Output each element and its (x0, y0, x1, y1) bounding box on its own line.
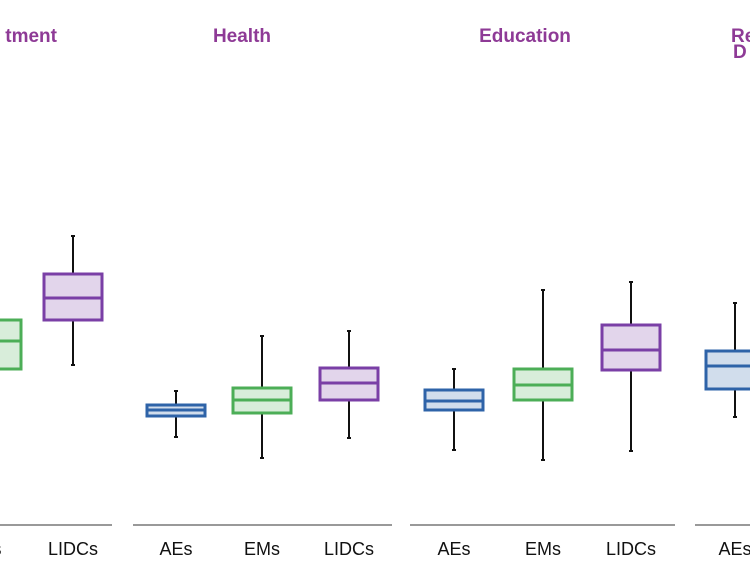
category-label: AEs (159, 539, 192, 559)
panel-title: tment (5, 26, 57, 47)
category-label: EMs (525, 539, 561, 559)
panel-title: Health (213, 26, 271, 47)
box (600, 323, 662, 372)
category-label: LIDCs (48, 539, 98, 559)
category-label: AEs (718, 539, 750, 559)
category-label: LIDCs (606, 539, 656, 559)
box (0, 318, 23, 371)
panel-title: Re (731, 26, 750, 47)
panel-title: Education (479, 26, 571, 47)
category-label: ls (0, 539, 2, 559)
category-label: LIDCs (324, 539, 374, 559)
category-label: EMs (244, 539, 280, 559)
panel-title: D (733, 42, 747, 63)
category-label: AEs (437, 539, 470, 559)
box (704, 349, 750, 391)
